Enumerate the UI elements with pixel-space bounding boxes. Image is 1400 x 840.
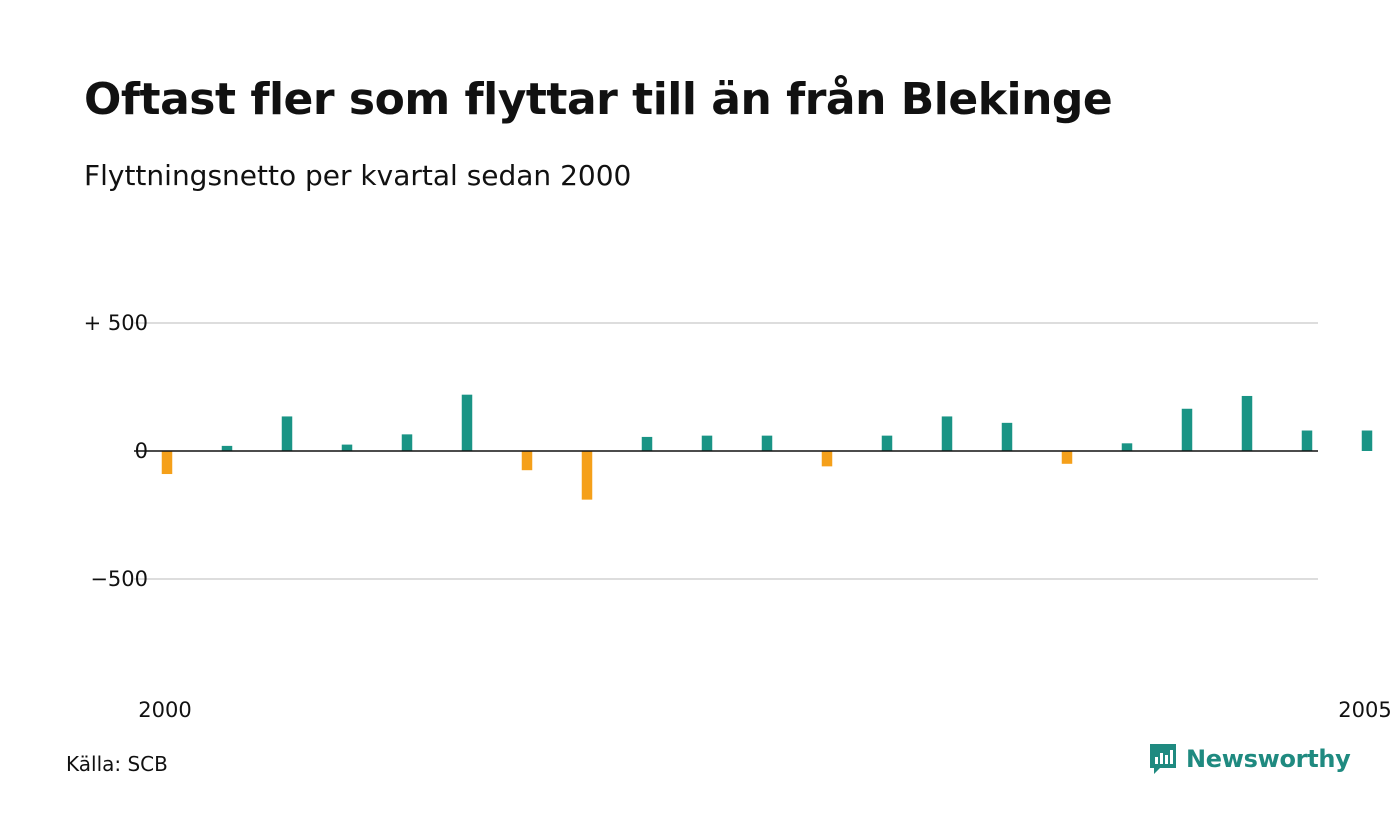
bar	[1001, 422, 1013, 451]
bar	[1121, 443, 1133, 451]
bar	[581, 451, 593, 500]
y-tick-label: + 500	[84, 311, 148, 335]
bar	[941, 416, 953, 451]
gridlines	[134, 322, 1318, 580]
x-tick-label: 2005	[1338, 698, 1391, 722]
bar	[401, 434, 413, 451]
bars	[161, 394, 1373, 500]
bar	[821, 451, 833, 467]
bar	[521, 451, 533, 471]
newsworthy-brand: Newsworthy	[1148, 742, 1351, 776]
bar	[641, 436, 653, 451]
chart-subtitle: Flyttningsnetto per kvartal sedan 2000	[84, 159, 632, 192]
x-axis-labels: 20002005201020152020	[138, 698, 1391, 722]
newsworthy-logo-icon	[1150, 744, 1176, 774]
bar	[761, 435, 773, 451]
x-tick-label: 2000	[138, 698, 191, 722]
bar	[341, 444, 353, 451]
bar	[1181, 408, 1193, 451]
bar	[701, 435, 713, 451]
bar	[1241, 395, 1253, 451]
bar	[161, 451, 173, 475]
chart-title: Oftast fler som flyttar till än från Ble…	[84, 74, 1113, 125]
source-note: Källa: SCB	[66, 752, 168, 776]
bar	[881, 435, 893, 451]
y-tick-label: −500	[90, 567, 148, 591]
bar	[461, 394, 473, 451]
brand-name: Newsworthy	[1186, 745, 1351, 773]
bar	[1301, 430, 1313, 451]
y-axis-labels: + 500 0 −500	[84, 311, 148, 591]
bar	[221, 445, 233, 451]
bar	[1361, 430, 1373, 451]
bar	[1061, 451, 1073, 464]
y-tick-label: 0	[135, 439, 148, 463]
bar	[281, 416, 293, 451]
